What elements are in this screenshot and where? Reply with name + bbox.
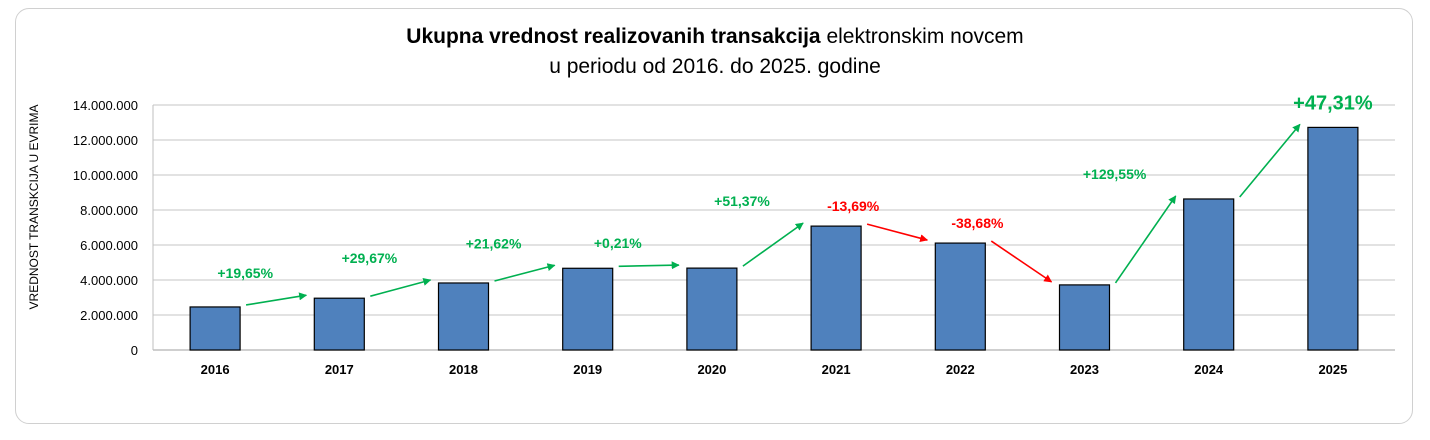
bar-2021 <box>810 225 862 351</box>
y-tick-label: 2.000.000 <box>80 308 138 323</box>
y-tick-label: 12.000.000 <box>73 133 138 148</box>
chart-title: Ukupna vrednost realizovanih transakcija… <box>0 22 1430 82</box>
x-tick-label: 2016 <box>201 362 230 377</box>
x-tick-label: 2019 <box>573 362 602 377</box>
title-rest: elektronskim novcem <box>820 25 1024 48</box>
x-tick-label: 2025 <box>1318 362 1347 377</box>
y-axis-label: VREDNOST TRANSKCIJA U EVRIMA <box>27 105 41 310</box>
x-tick-label: 2022 <box>946 362 975 377</box>
change-arrow <box>866 223 929 243</box>
bar-2022 <box>934 242 986 351</box>
change-label: +47,31% <box>1293 92 1373 114</box>
y-tick-label: 6.000.000 <box>80 238 138 253</box>
change-label: +51,37% <box>714 193 770 209</box>
change-label: +129,55% <box>1083 166 1147 182</box>
x-tick-label: 2024 <box>1194 362 1224 377</box>
bar-2025 <box>1307 126 1359 351</box>
y-tick-label: 10.000.000 <box>73 168 138 183</box>
bar-2020 <box>686 267 738 351</box>
change-label: +0,21% <box>594 235 642 251</box>
change-arrow <box>245 292 308 306</box>
chart-subtitle: u periodu od 2016. do 2025. godine <box>549 55 881 78</box>
change-label: +21,62% <box>466 235 522 251</box>
y-tick-label: 8.000.000 <box>80 203 138 218</box>
x-tick-label: 2017 <box>325 362 354 377</box>
y-tick-label: 0 <box>131 343 138 358</box>
change-arrow <box>742 222 804 267</box>
bar-2016 <box>189 306 241 351</box>
change-label: -13,69% <box>827 198 880 214</box>
change-label: -38,68% <box>951 215 1004 231</box>
bar-2018 <box>437 282 490 351</box>
x-tick-label: 2020 <box>697 362 726 377</box>
change-label: +19,65% <box>217 265 273 281</box>
change-label: +29,67% <box>342 250 398 266</box>
change-arrow <box>494 263 556 282</box>
bar-2024 <box>1183 198 1235 351</box>
title-bold: Ukupna vrednost realizovanih transakcija <box>406 25 821 48</box>
x-tick-label: 2021 <box>822 362 851 377</box>
bar-2019 <box>562 267 614 351</box>
bar-2017 <box>313 297 365 351</box>
change-arrow <box>1239 123 1301 198</box>
x-tick-label: 2023 <box>1070 362 1099 377</box>
bar-2023 <box>1058 284 1111 351</box>
y-tick-label: 14.000.000 <box>73 98 138 113</box>
change-arrow <box>370 277 432 297</box>
change-arrow <box>990 240 1053 283</box>
x-tick-label: 2018 <box>449 362 478 377</box>
change-arrow <box>618 261 680 270</box>
chart-card <box>15 8 1413 424</box>
y-tick-label: 4.000.000 <box>80 273 138 288</box>
change-arrow <box>1114 195 1177 284</box>
